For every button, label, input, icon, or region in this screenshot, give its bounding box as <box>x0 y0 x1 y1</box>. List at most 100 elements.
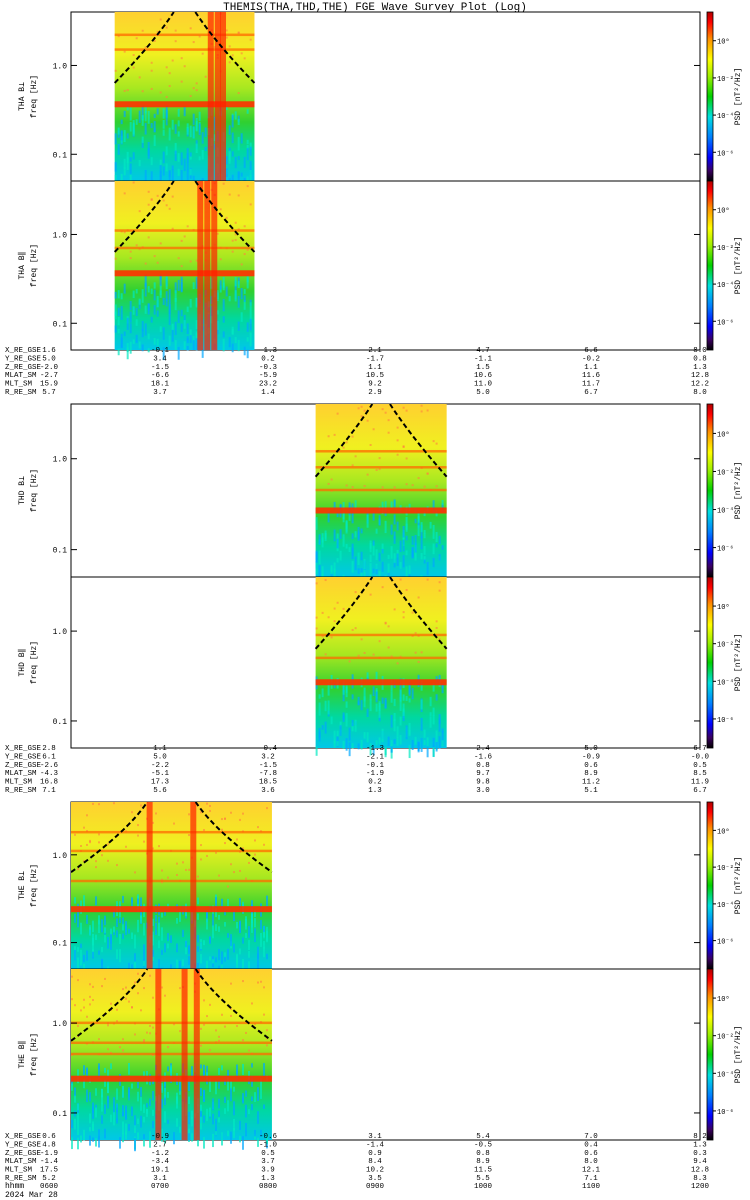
ephemeris-value: 10.2 <box>366 1167 384 1175</box>
band-line <box>71 1052 272 1056</box>
ephemeris-value: -0.9 <box>151 1133 169 1141</box>
colorbar-tick-label: 10⁰ <box>717 603 730 612</box>
ephemeris-value: 11.7 <box>582 381 600 389</box>
ephemeris-value: 9.2 <box>368 381 382 389</box>
ephemeris-value: 8.0 <box>693 389 707 397</box>
band-line <box>71 879 272 883</box>
ephemeris-table-1: X_RE_GSE 1.6 -0.1 -1.3 2.1 4.7 6.6 8.0Y_RE_GSE 5… <box>5 347 709 397</box>
bright-column <box>211 181 218 350</box>
panel-ylabel-units: freq [Hz] <box>30 244 39 287</box>
ephemeris-value: 23.2 <box>259 381 277 389</box>
band-line <box>114 48 255 51</box>
ephemeris-value: 0.9 <box>368 1150 382 1158</box>
ephemeris-value: 11.6 <box>582 372 601 380</box>
ephemeris-value: 5.0 <box>476 389 490 397</box>
ephemeris-value: 9.4 <box>693 1158 707 1166</box>
time-tick-label: 1200 <box>691 1183 710 1191</box>
band-line <box>315 679 447 686</box>
ephemeris-value: 9.8 <box>476 779 490 787</box>
gyrofreq-curve-left <box>314 576 374 650</box>
bright-column <box>146 802 153 969</box>
ephemeris-value: 3.5 <box>368 1175 382 1183</box>
ephemeris-value: -0.1 <box>366 762 385 770</box>
ephemeris-value: 1.5 <box>476 364 490 372</box>
ephemeris-value: 0.3 <box>693 1150 707 1158</box>
panel-ylabel: THD B∥ <box>17 648 27 676</box>
colorbar-tick-label: 10⁻⁶ <box>717 319 734 327</box>
band-line <box>71 906 272 913</box>
ephemeris-value: -7.8 <box>259 770 277 778</box>
bright-column <box>220 12 227 181</box>
ephemeris-value: 0.8 <box>476 1150 490 1158</box>
colorbar-tick-label: 10⁻⁶ <box>717 546 734 554</box>
ephemeris-value: -2.2 <box>151 762 169 770</box>
ephemeris-row-label: MLAT_SM <box>5 770 37 778</box>
gyrofreq-curve-right <box>389 403 448 478</box>
colorbar-tick-label: 10⁻² <box>717 642 734 650</box>
spectrogram-fill <box>315 577 447 748</box>
spectrogram-fill <box>114 12 255 181</box>
freq-tick-label: 1.0 <box>53 852 68 861</box>
ephemeris-value: 0.2 <box>368 779 382 787</box>
colorbar-tick-label: 10⁰ <box>717 995 730 1004</box>
panel-ylabel: THE B⊥ <box>18 871 27 900</box>
colorbar-tick-label: 10⁰ <box>717 430 730 439</box>
band-line <box>71 1021 272 1025</box>
freq-tick-label: 0.1 <box>53 940 68 949</box>
gyrofreq-curve-left <box>113 11 175 84</box>
ephemeris-value: -0.5 <box>474 1141 493 1149</box>
colorbar <box>706 403 714 578</box>
panel-ylabel: THD B⊥ <box>18 476 27 505</box>
colorbar-tick-label: 10⁻⁴ <box>717 282 734 290</box>
freq-tick-label: 0.1 <box>53 1110 68 1119</box>
colorbar-tick-label: 10⁰ <box>717 207 730 216</box>
spectrogram-texture <box>114 12 252 192</box>
band-line <box>114 229 255 232</box>
ephemeris-row-label: Z_RE_GSE <box>5 1150 42 1158</box>
ephemeris-value: 1.3 <box>693 1141 707 1149</box>
ephemeris-value: -1.9 <box>40 1150 58 1158</box>
band-line <box>114 33 255 37</box>
ephemeris-value: 1.4 <box>261 389 275 397</box>
panel-tha_bl: 1.0 0.1 THA B⊥ freq [Hz] 10⁰ 10⁻² 10⁻⁴ 10⁻⁶ PSD … <box>18 11 743 192</box>
ephemeris-value: 8.2 <box>693 1133 707 1141</box>
ephemeris-row-label: MLT_SM <box>5 381 33 389</box>
ephemeris-value: 7.0 <box>584 1133 598 1141</box>
ephemeris-value: 3.9 <box>261 1167 275 1175</box>
ephemeris-value: -1.5 <box>259 762 278 770</box>
panel-ylabel: THA B∥ <box>17 251 27 279</box>
ephemeris-value: 1.3 <box>368 787 382 795</box>
ephemeris-value: -0.1 <box>151 347 170 355</box>
ephemeris-value: -0.0 <box>691 753 710 761</box>
ephemeris-value: 17.5 <box>40 1167 59 1175</box>
colorbar-unit-label: PSD [nT²/Hz] <box>734 634 743 692</box>
ephemeris-value: 5.7 <box>42 389 56 397</box>
colorbar-tick-label: 10⁻⁴ <box>717 113 734 121</box>
ephemeris-value: -1.1 <box>474 355 493 363</box>
panel-ylabel-units: freq [Hz] <box>30 1033 39 1076</box>
ephemeris-value: -1.5 <box>151 364 170 372</box>
ephemeris-value: 3.7 <box>153 389 167 397</box>
panel-the_bl: 1.0 0.1 THE B⊥ freq [Hz] 10⁰ 10⁻² 10⁻⁴ 10⁻⁶ PSD … <box>18 801 743 980</box>
colorbar-unit-label: PSD [nT²/Hz] <box>734 68 743 126</box>
ephemeris-value: 0.8 <box>476 762 490 770</box>
ephemeris-value: 12.1 <box>582 1167 601 1175</box>
spectrogram-texture <box>71 802 268 980</box>
time-tick-label: 0900 <box>366 1183 385 1191</box>
ephemeris-value: 3.4 <box>153 355 167 363</box>
ephemeris-value: 1.3 <box>693 364 707 372</box>
panel-ylabel-units: freq [Hz] <box>30 75 39 118</box>
colorbar <box>706 11 714 182</box>
ephemeris-row-label: Y_RE_GSE <box>5 753 42 761</box>
ephemeris-value: 1.1 <box>584 364 598 372</box>
ephemeris-value: 8.9 <box>584 770 598 778</box>
colorbar <box>706 968 714 1141</box>
ephemeris-value: 16.8 <box>40 779 58 787</box>
ephemeris-value: 5.6 <box>153 787 167 795</box>
ephemeris-value: 11.2 <box>582 779 600 787</box>
freq-tick-label: 0.1 <box>53 320 68 329</box>
ephemeris-value: -1.4 <box>40 1158 59 1166</box>
date-label: 2024 Mar 28 <box>5 1191 58 1200</box>
ephemeris-value: 8.4 <box>368 1158 382 1166</box>
